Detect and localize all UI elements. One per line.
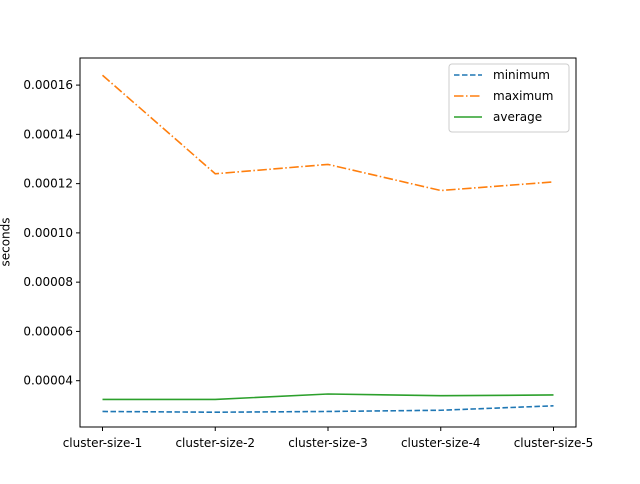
y-tick-label: 0.00016 — [23, 78, 73, 92]
y-tick-label: 0.00014 — [23, 127, 73, 141]
legend-label-average: average — [493, 110, 542, 124]
y-tick-label: 0.00006 — [23, 324, 73, 338]
y-tick-label: 0.00008 — [23, 275, 73, 289]
y-tick-label: 0.00004 — [23, 374, 73, 388]
y-tick-label: 0.00012 — [23, 177, 73, 191]
legend: minimum maximum average — [448, 63, 570, 133]
legend-box — [448, 63, 570, 133]
x-tick-label: cluster-size-4 — [401, 436, 481, 450]
y-tick-label: 0.00010 — [23, 226, 73, 240]
legend-label-minimum: minimum — [493, 68, 550, 82]
x-tick-label: cluster-size-3 — [288, 436, 368, 450]
y-axis-label: seconds — [0, 217, 13, 266]
x-axis: cluster-size-1 cluster-size-2 cluster-size… — [63, 427, 594, 450]
legend-label-maximum: maximum — [493, 89, 553, 103]
x-tick-label: cluster-size-5 — [514, 436, 594, 450]
series-layer — [101, 74, 554, 414]
x-tick-label: cluster-size-2 — [175, 436, 255, 450]
series-line-minimum — [102, 405, 554, 414]
series-line-maximum — [101, 74, 554, 192]
x-tick-label: cluster-size-1 — [63, 436, 143, 450]
series-line-average — [102, 393, 554, 401]
y-axis: 0.00004 0.00006 0.00008 0.00010 0.00012 0.000… — [23, 78, 80, 388]
